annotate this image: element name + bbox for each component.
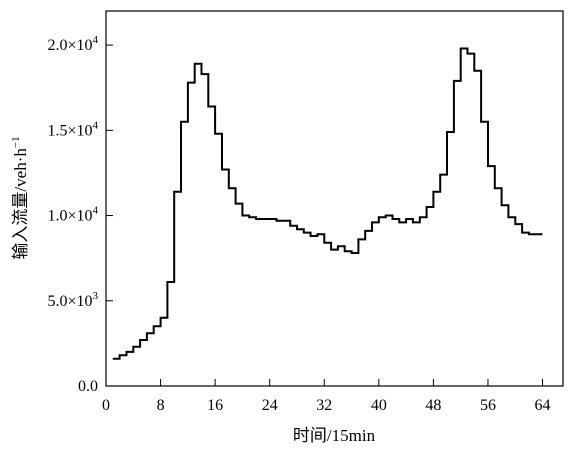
plot-frame [105,10,564,387]
y-tick-label-2: 1.0×104 [47,205,98,225]
x-tick-label-8: 64 [535,397,551,414]
x-tick-label-1: 8 [157,397,165,414]
x-tick-label-7: 56 [480,397,496,414]
x-axis-label: 时间/15min [293,426,376,445]
y-axis-label: 输入流量/veh·h−1 [10,136,30,259]
y-tick-label-4: 2.0×104 [47,34,98,54]
x-tick-label-6: 48 [425,397,441,414]
x-axis-ticks: 0 8 16 24 32 40 48 56 64 [102,379,551,414]
y-axis-label-text: 输入流量/veh·h [11,148,30,260]
x-tick-label-4: 32 [316,397,332,414]
x-tick-label-0: 0 [102,397,110,414]
x-tick-label-5: 40 [371,397,387,414]
y-axis-label-superscript: −1 [10,136,22,148]
y-tick-label-0: 0.0 [78,378,98,395]
series-step-line [112,47,543,360]
y-axis-ticks: 0.0 5.0×103 1.0×104 1.5×104 2.0×104 [47,34,113,395]
y-tick-label-3: 1.5×104 [47,119,98,139]
y-tick-label-1: 5.0×103 [47,290,98,310]
x-tick-label-3: 24 [262,397,278,414]
x-tick-label-2: 16 [207,397,223,414]
